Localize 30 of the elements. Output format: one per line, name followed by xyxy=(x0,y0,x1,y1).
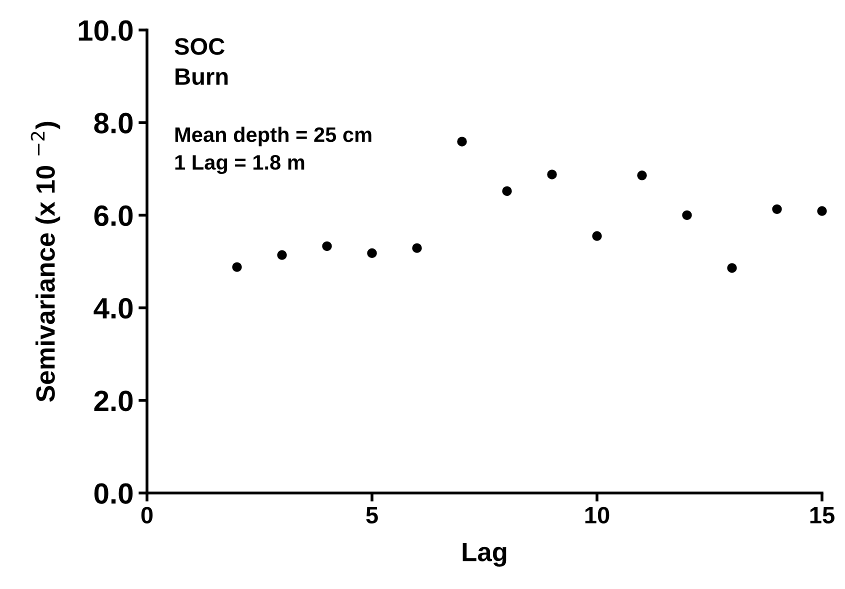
y-tick-label: 8.0 xyxy=(94,112,133,134)
annotation: 1 Lag = 1.8 m xyxy=(175,155,304,174)
point xyxy=(682,210,692,220)
annotation: Burn xyxy=(176,68,228,85)
x-axis-title: Lag xyxy=(462,542,506,567)
point xyxy=(412,243,422,253)
x-tick-label: 5 xyxy=(366,507,378,524)
point xyxy=(817,206,827,216)
point xyxy=(457,136,467,146)
point xyxy=(772,204,782,214)
x-tick-label: 15 xyxy=(810,507,834,524)
point xyxy=(592,231,602,241)
point xyxy=(547,170,557,180)
y-tick-label: 2.0 xyxy=(94,390,133,412)
x-tick-label: 10 xyxy=(585,506,610,524)
y-tick-label: 6.0 xyxy=(94,205,133,226)
y-tick-label: 4.0 xyxy=(94,298,133,319)
y-axis-title: Semivariance (x 10 $^{−2}$) xyxy=(30,122,60,402)
point xyxy=(232,262,242,272)
annotation: Mean depth = 25 cm xyxy=(175,126,372,146)
y-tick-label: 10.0 xyxy=(78,20,133,41)
point xyxy=(502,186,512,196)
point xyxy=(277,250,287,260)
point xyxy=(727,263,737,273)
point xyxy=(367,248,377,258)
point xyxy=(637,170,647,180)
point xyxy=(322,241,332,252)
x-tick-label: 0 xyxy=(141,506,153,524)
annotation: SOC xyxy=(174,38,225,55)
y-tick-label: 0.0 xyxy=(94,483,133,504)
